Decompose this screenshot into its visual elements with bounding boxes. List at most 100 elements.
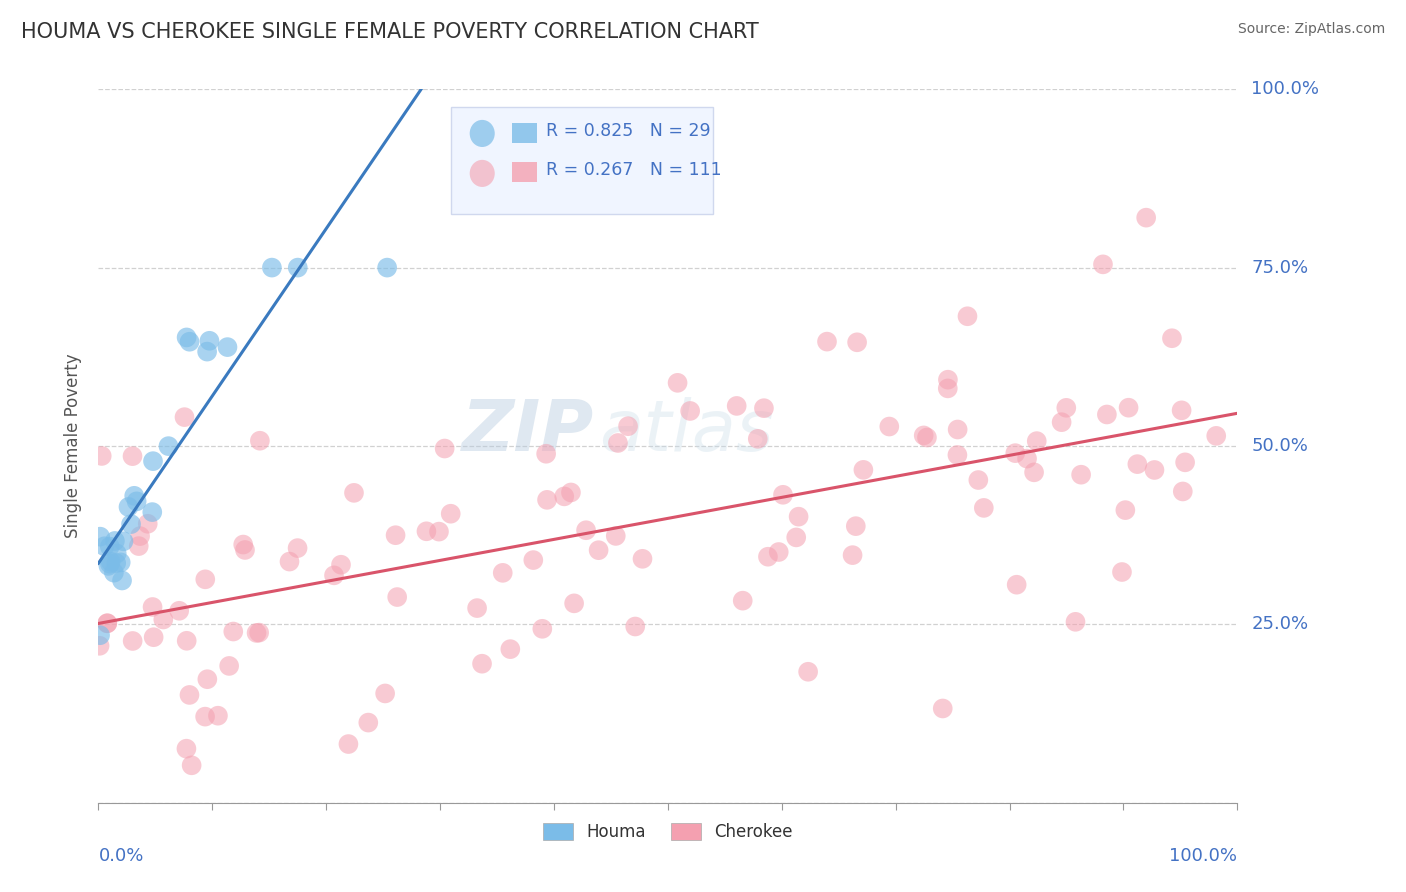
Point (499, 642, 522, 657)
Point (93, 539, 115, 553)
Point (534, 447, 557, 461)
Point (772, 488, 794, 502)
Point (852, 463, 875, 477)
Point (1114, 503, 1136, 517)
Point (1095, 408, 1118, 422)
Point (217, 340, 239, 354)
Point (385, 590, 408, 604)
Point (323, 568, 346, 582)
Point (105, 546, 128, 560)
Point (1015, 451, 1038, 466)
Point (129, 529, 152, 543)
Point (195, 344, 218, 359)
Point (260, 260, 283, 275)
Text: ZIP: ZIP (461, 397, 593, 467)
Point (471, 657, 494, 671)
Point (631, 551, 654, 566)
Point (588, 543, 610, 558)
Point (877, 419, 900, 434)
Point (785, 530, 807, 544)
Point (110, 555, 132, 569)
Point (1118, 401, 1140, 415)
Point (98, 557, 121, 571)
Point (440, 507, 463, 521)
Point (562, 596, 585, 610)
Point (218, 659, 240, 673)
Point (1005, 577, 1028, 591)
Point (287, 260, 309, 275)
Point (96, 616, 118, 631)
Point (752, 401, 775, 416)
Point (427, 524, 450, 539)
Point (605, 529, 627, 543)
Y-axis label: Single Female Poverty: Single Female Poverty (65, 354, 83, 538)
Point (100, 555, 122, 569)
Text: 25.0%: 25.0% (1251, 615, 1309, 633)
Point (179, 334, 201, 349)
Point (666, 376, 689, 390)
Point (121, 634, 143, 648)
Text: 0.0%: 0.0% (98, 847, 143, 865)
Text: HOUMA VS CHEROKEE SINGLE FEMALE POVERTY CORRELATION CHART: HOUMA VS CHEROKEE SINGLE FEMALE POVERTY … (21, 22, 759, 42)
Point (117, 500, 139, 514)
Point (142, 630, 165, 644)
Legend: Houma, Cherokee: Houma, Cherokee (536, 816, 800, 848)
Point (112, 534, 135, 549)
Point (122, 489, 145, 503)
Point (180, 758, 202, 772)
Point (157, 439, 180, 453)
Point (1126, 457, 1149, 471)
Point (768, 545, 790, 559)
Point (179, 688, 201, 702)
Point (1135, 211, 1157, 225)
Text: atlas: atlas (599, 397, 775, 467)
Point (128, 539, 150, 553)
Point (337, 737, 360, 751)
Text: R = 0.825   N = 29: R = 0.825 N = 29 (546, 121, 710, 139)
Point (915, 430, 938, 444)
Point (522, 553, 544, 567)
Ellipse shape (470, 160, 495, 187)
Point (936, 373, 959, 387)
Point (617, 419, 640, 434)
Point (194, 572, 217, 586)
Point (125, 494, 148, 508)
Point (173, 410, 195, 425)
Point (232, 537, 254, 551)
Point (111, 574, 134, 588)
Point (747, 432, 769, 446)
Point (841, 548, 863, 562)
Point (90, 449, 112, 463)
Point (375, 260, 398, 275)
Point (956, 310, 979, 324)
Point (194, 709, 217, 723)
Point (560, 485, 582, 500)
Point (845, 519, 868, 533)
Point (624, 619, 647, 633)
Point (330, 558, 353, 572)
Point (136, 516, 159, 531)
Point (141, 505, 163, 519)
Point (967, 473, 990, 487)
Point (343, 486, 366, 500)
Point (233, 543, 256, 558)
Point (89, 628, 111, 642)
Text: 100.0%: 100.0% (1251, 80, 1319, 98)
Point (287, 541, 309, 555)
Point (176, 741, 198, 756)
Point (1004, 446, 1026, 460)
Point (167, 604, 190, 618)
Point (198, 334, 221, 348)
FancyBboxPatch shape (512, 162, 537, 182)
Point (222, 624, 245, 639)
Point (1022, 466, 1045, 480)
Point (105, 556, 128, 570)
Point (195, 672, 218, 686)
Text: R = 0.267   N = 111: R = 0.267 N = 111 (546, 161, 721, 178)
Point (415, 524, 437, 539)
Point (946, 422, 969, 436)
Point (207, 708, 229, 723)
Point (936, 381, 959, 395)
Point (89, 530, 111, 544)
Point (97, 558, 120, 573)
